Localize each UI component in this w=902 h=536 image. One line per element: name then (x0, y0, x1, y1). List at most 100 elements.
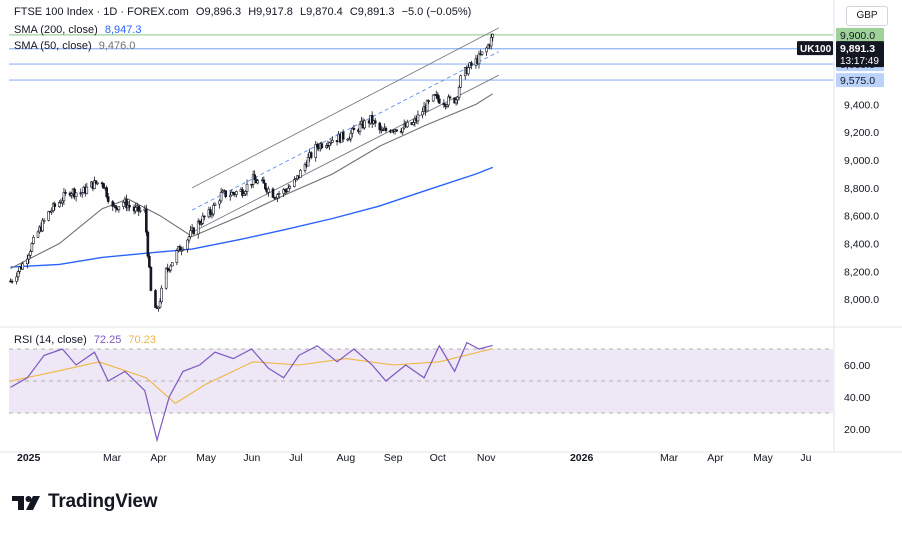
tradingview-logo-icon (12, 496, 40, 510)
candle-body (459, 75, 462, 88)
candle-body (294, 178, 298, 180)
countdown-label: 13:17:49 (840, 56, 879, 67)
candle-body (244, 191, 247, 195)
candle-body (447, 96, 450, 106)
candle-body (228, 194, 232, 198)
candle-body (187, 236, 191, 241)
candle-body (47, 211, 50, 221)
candle-body (64, 192, 67, 194)
candle-body (26, 258, 29, 265)
time-tick-label: 2026 (570, 452, 594, 464)
candle-body (384, 127, 388, 132)
time-tick-label: Ju (800, 452, 811, 464)
open-value: O9,896.3 (195, 6, 242, 18)
rsi-tick-label: 20.00 (844, 424, 870, 436)
rsi-value: 72.25 (93, 334, 122, 346)
rsi-label: RSI (14, close) (14, 334, 87, 346)
time-tick-label: Apr (150, 452, 167, 464)
candle-body (241, 189, 244, 196)
last-price-box (836, 41, 884, 68)
candle-body (164, 267, 168, 289)
price-tick-label: 8,000.0 (844, 294, 879, 306)
candle-body (61, 200, 64, 204)
candle-body (149, 266, 153, 291)
candle-body (74, 192, 78, 197)
candle-body (70, 193, 73, 196)
price-tick-label: 9,400.0 (844, 99, 879, 111)
sma50-line (10, 93, 493, 269)
candle-body (370, 115, 374, 124)
candle-body (373, 120, 377, 124)
candle-body (201, 215, 205, 224)
sma200-value: 8,947.3 (104, 24, 142, 36)
candle-body (169, 265, 173, 271)
time-tick-label: 2025 (17, 452, 41, 464)
time-tick-label: Apr (707, 452, 724, 464)
candle-body (253, 174, 256, 180)
candle-body (242, 193, 246, 196)
ohlc-legend: FTSE 100 Index · 1D · FOREX.com O9,896.3… (14, 6, 475, 18)
candle-body (293, 179, 296, 187)
candle-body (347, 138, 351, 141)
price-tick-label: 8,800.0 (844, 183, 879, 195)
symbol-tag-label: UK100 (800, 44, 832, 55)
candle-body (489, 36, 493, 47)
rsi-ma-value: 70.23 (128, 334, 156, 346)
candle-body (53, 203, 57, 207)
rsi-ma-line (10, 348, 493, 405)
candle-body (232, 192, 235, 194)
candle-body (62, 192, 66, 202)
tag-level-9900-box (836, 27, 884, 42)
candle-body (457, 86, 461, 98)
currency-button[interactable]: GBP (846, 6, 888, 26)
candle-body (85, 186, 89, 194)
sma50-value: 9,476.0 (98, 40, 136, 52)
price-tick-label: 8,400.0 (844, 239, 879, 251)
rsi-legend[interactable]: RSI (14, close) 72.25 70.23 (14, 334, 160, 346)
time-tick-label: Sep (384, 452, 403, 464)
candle-body (358, 123, 362, 132)
candle-body (145, 208, 148, 233)
candle-body (454, 99, 458, 104)
rsi-tick-label: 40.00 (844, 392, 870, 404)
candle-body (224, 190, 227, 198)
sma200-legend[interactable]: SMA (200, close) 8,947.3 (14, 24, 146, 36)
candle-body (219, 192, 223, 202)
candle-body (309, 152, 313, 158)
candle-body (146, 231, 150, 257)
candle-body (467, 67, 470, 75)
candle-body (425, 100, 429, 112)
candle-body (160, 287, 163, 303)
tradingview-brand[interactable]: TradingView (12, 491, 158, 513)
tag-level-9575: 9,575.0 (840, 75, 875, 87)
candle-body (158, 301, 162, 308)
candle-body (431, 94, 435, 102)
candle-body (421, 111, 424, 116)
candle-body (262, 179, 266, 184)
candle-body (210, 213, 214, 216)
symbol-title: FTSE 100 Index · 1D · FOREX.com (14, 6, 189, 18)
candle-body (235, 191, 238, 195)
candle-body (486, 44, 490, 49)
candle-body (111, 201, 115, 207)
change-value: −5.0 (−0.05%) (401, 6, 472, 18)
candle-body (93, 180, 96, 189)
candle-body (315, 144, 319, 148)
candle-body (199, 223, 203, 225)
sma50-legend[interactable]: SMA (50, close) 9,476.0 (14, 40, 139, 52)
channel-upper-line (191, 27, 500, 189)
price-tick-label: 8,200.0 (844, 266, 879, 278)
candle-body (283, 189, 287, 192)
candle-body (196, 220, 200, 235)
candle-body (264, 183, 267, 190)
candle-body (416, 114, 420, 122)
candle-body (395, 129, 398, 132)
candle-body (198, 220, 202, 224)
candle-body (32, 236, 35, 244)
candle-body (230, 192, 234, 196)
candle-body (117, 206, 121, 211)
candle-body (401, 127, 404, 133)
tag-level-9575-box (836, 73, 884, 88)
candle-body (178, 246, 182, 252)
candle-body (209, 209, 212, 215)
